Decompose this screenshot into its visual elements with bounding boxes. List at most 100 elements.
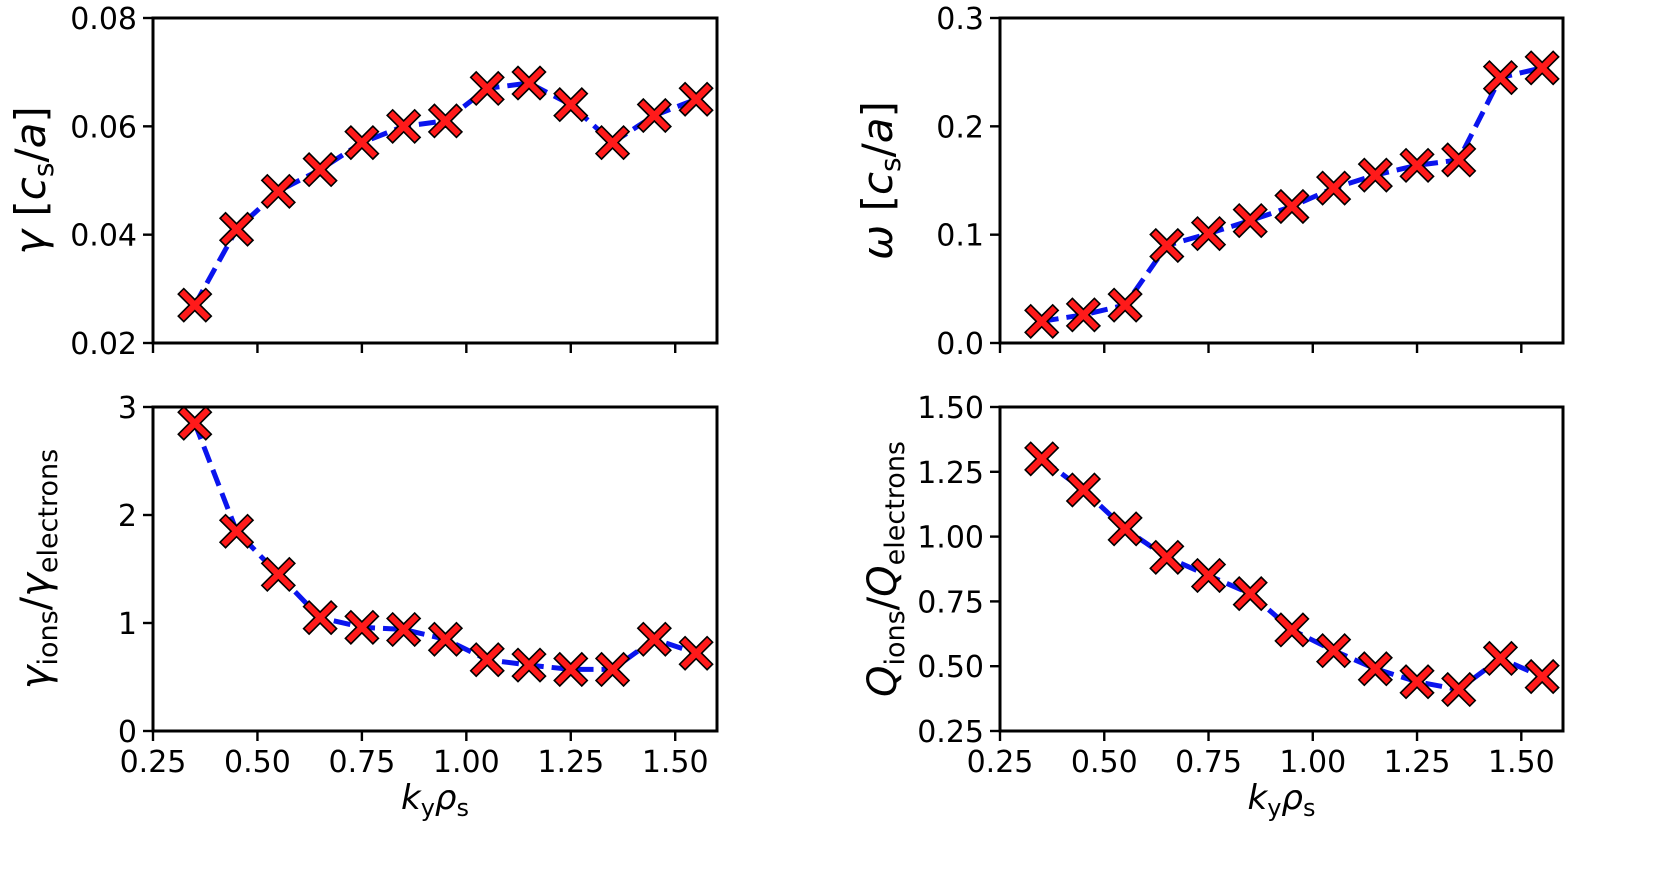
y-axis-label: Qions/Qelectrons (860, 441, 911, 697)
x-axis-label: kyρs (401, 778, 469, 822)
chart-panel-top-right: 0.0 0.1 0.2 0.3 ω [cs/a] (853, 2, 1565, 362)
x-tick-label: 1.25 (1384, 745, 1451, 780)
y-tick-label: 0.3 (936, 2, 984, 37)
y-tick-label: 1 (118, 607, 137, 642)
y-tick-label: 0.08 (70, 2, 137, 37)
y-tick-label: 0.25 (917, 715, 984, 750)
y-tick-label: 1.25 (917, 456, 984, 491)
y-axis-label: γ [cs/a] (6, 106, 60, 255)
data-point-marker (302, 599, 338, 636)
data-point-marker (678, 635, 714, 671)
data-point-marker (1524, 50, 1560, 86)
data-point-marker (1024, 303, 1060, 339)
y-tick-label: 0.06 (70, 110, 137, 145)
y-tick-label: 0.50 (917, 650, 984, 685)
data-point-marker (1274, 188, 1310, 225)
plot-frame (998, 405, 1565, 733)
data-point-marker (1274, 612, 1310, 648)
y-tick-label: 0.04 (70, 219, 137, 254)
x-tick-label: 0.50 (1071, 745, 1138, 780)
data-point-marker (1107, 287, 1143, 323)
y-tick-label: 0.75 (917, 585, 984, 620)
plot-frame (998, 16, 1565, 345)
data-point-marker (1232, 575, 1268, 612)
data-point-marker (1149, 227, 1185, 264)
x-tick-label: 1.00 (433, 745, 500, 780)
data-point-marker (344, 124, 380, 161)
data-point-marker (260, 556, 296, 593)
data-point-marker (1524, 658, 1560, 695)
x-tick-label: 0.50 (224, 745, 291, 780)
y-tick-label: 3 (118, 391, 137, 426)
x-tick-label: 1.50 (1488, 745, 1555, 780)
plot-frame (151, 405, 719, 733)
y-tick-label: 0.02 (70, 327, 137, 362)
data-point-marker (1441, 671, 1477, 708)
data-point-marker (1065, 297, 1102, 333)
data-point-marker (1190, 557, 1227, 594)
data-point-marker (553, 87, 589, 123)
data-point-marker (1399, 147, 1435, 183)
y-axis-label: γions/γelectrons (13, 449, 64, 689)
data-point-marker (1190, 215, 1227, 252)
data-point-marker (177, 287, 213, 323)
data-point-marker (1315, 633, 1352, 669)
data-point-marker (1441, 142, 1477, 178)
data-point-marker (218, 513, 255, 549)
data-point-marker (469, 70, 505, 107)
x-tick-label: 1.25 (537, 745, 604, 780)
data-point-marker (511, 65, 547, 101)
series-line (1040, 456, 1544, 692)
x-tick-label: 1.00 (1279, 745, 1346, 780)
y-tick-label: 0.0 (936, 327, 984, 362)
data-point-marker (636, 97, 672, 134)
y-tick-label: 0.1 (936, 219, 984, 254)
chart-panel-top-left: 0.02 0.04 0.06 0.08 γ [cs/a] (6, 2, 719, 362)
data-point-marker (594, 124, 631, 161)
data-point-marker (1482, 59, 1519, 96)
data-point-marker (1357, 651, 1393, 687)
y-tick-label: 1.50 (917, 391, 984, 426)
data-point-marker (553, 651, 589, 688)
y-tick-label: 1.00 (917, 521, 984, 556)
data-point-marker (1065, 472, 1102, 508)
series-line (192, 422, 697, 672)
data-point-marker (678, 81, 714, 117)
data-point-marker (1024, 441, 1060, 477)
data-point-marker (594, 651, 631, 688)
data-point-marker (177, 405, 213, 441)
data-point-marker (1107, 511, 1143, 547)
data-point-marker (427, 621, 464, 657)
y-tick-label: 2 (118, 499, 137, 534)
data-point-marker (386, 611, 422, 648)
chart-panel-bottom-left: 0.25 0.50 0.75 1.00 1.25 1.50 0 1 2 3 γions/γelect… (13, 391, 719, 822)
x-tick-label: 0.75 (328, 745, 395, 780)
x-tick-label: 0.25 (967, 745, 1034, 780)
chart-panel-bottom-right: 0.25 0.50 0.75 1.00 1.25 1.50 0.25 0.50 0.75 1.00… (860, 391, 1565, 822)
data-point-marker (1149, 539, 1185, 575)
data-point-marker (427, 103, 464, 139)
data-point-marker (344, 609, 380, 645)
data-point-marker (636, 621, 672, 657)
data-point-marker (1232, 202, 1268, 239)
data-point-marker (1315, 170, 1352, 206)
data-point-marker (1399, 664, 1435, 700)
x-axis-label: kyρs (1247, 778, 1315, 822)
data-point-marker (302, 152, 338, 188)
x-tick-label: 0.75 (1175, 745, 1242, 780)
plot-frame (151, 16, 719, 345)
y-tick-label: 0.2 (936, 110, 984, 145)
data-point-marker (1482, 640, 1519, 677)
data-point-marker (1357, 157, 1393, 193)
data-point-marker (260, 173, 296, 209)
y-tick-label: 0 (118, 715, 137, 750)
series-line (1041, 65, 1543, 324)
data-point-marker (218, 211, 255, 247)
data-point-marker (386, 108, 422, 144)
x-tick-label: 0.25 (120, 745, 187, 780)
x-tick-label: 1.50 (642, 745, 709, 780)
y-axis-label: ω [cs/a] (853, 101, 907, 260)
data-point-marker (511, 647, 547, 683)
data-point-marker (469, 642, 505, 678)
